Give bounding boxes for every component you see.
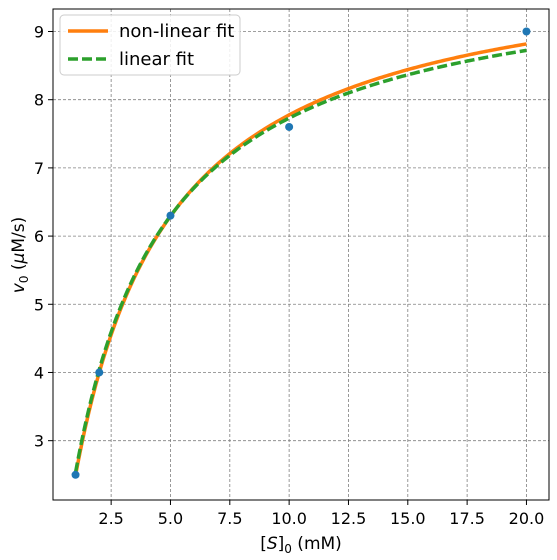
x-tick-label: 10.0 (271, 509, 307, 528)
y-axis-label-sub: 0 (17, 276, 31, 284)
y-axis-label-unit-pre: ( (9, 263, 29, 275)
y-tick-label: 8 (34, 91, 44, 110)
x-axis-label-sub: 0 (284, 542, 292, 556)
x-tick-label: 15.0 (390, 509, 426, 528)
x-tick-label: 5.0 (158, 509, 183, 528)
data-point (95, 368, 104, 377)
y-axis-label: v0 (μM/s) (9, 217, 31, 293)
x-axis-label-pre: [ (260, 534, 267, 554)
data-point (285, 122, 294, 131)
y-tick-label: 4 (34, 363, 44, 382)
plot-frame (52, 8, 550, 501)
x-tick-label: 12.5 (331, 509, 367, 528)
series-line-linear-fit (73, 48, 527, 473)
x-axis-label-unit: (mM) (292, 534, 342, 554)
legend: non-linear fit linear fit (59, 14, 241, 76)
y-tick-label: 9 (34, 23, 44, 42)
data-points (71, 27, 531, 479)
x-tick-label: 2.5 (98, 509, 123, 528)
y-tick-label: 6 (34, 227, 44, 246)
x-tick-label: 20.0 (509, 509, 545, 528)
legend-label-non-linear-fit: non-linear fit (119, 21, 234, 42)
x-tick-label: 17.5 (449, 509, 485, 528)
y-tick-label: 5 (34, 295, 44, 314)
y-tick-label: 7 (34, 159, 44, 178)
legend-label-linear-fit: linear fit (119, 49, 194, 70)
x-axis-label-var: S (267, 534, 278, 554)
series-layer (73, 42, 527, 476)
x-axis-label-post: ] (278, 534, 285, 554)
y-tick-label: 3 (34, 432, 44, 451)
x-tick-label: 7.5 (217, 509, 242, 528)
grid (53, 9, 549, 500)
data-point (166, 211, 175, 220)
x-axis: 2.5 5.0 7.5 10.0 12.5 15.0 17.5 20.0 (98, 500, 544, 528)
y-axis-label-var: v (9, 282, 29, 293)
y-axis-label-mu: μ (9, 252, 29, 264)
x-axis-label: [S]0 (mM) (260, 534, 342, 556)
y-axis: 3 4 5 6 7 8 9 (34, 23, 53, 451)
data-point (522, 27, 531, 36)
data-point (71, 470, 80, 479)
y-axis-label-unit-post: M/s) (9, 217, 29, 253)
